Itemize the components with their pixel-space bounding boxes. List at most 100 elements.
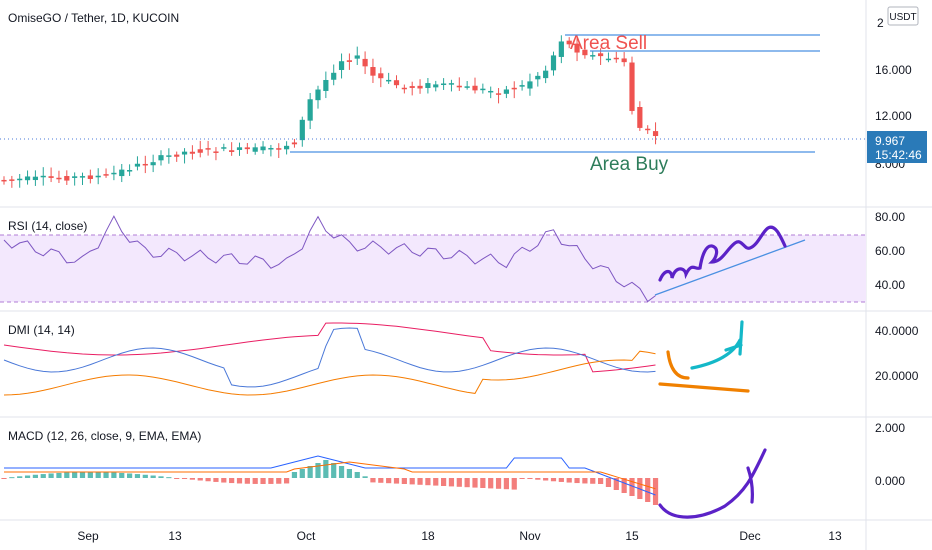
- macd-histogram-bar: [119, 472, 125, 478]
- candle-body: [441, 83, 447, 86]
- currency-button[interactable]: [887, 6, 919, 26]
- macd-histogram-bar: [550, 478, 557, 482]
- candle-body: [566, 40, 572, 45]
- macd-histogram-bar: [315, 463, 321, 478]
- macd-histogram-bar: [24, 475, 31, 478]
- macd-histogram-bar: [598, 478, 604, 484]
- candle-body: [448, 83, 455, 85]
- candle-body: [103, 174, 109, 176]
- rsi-tick-label: 80.00: [875, 210, 905, 224]
- candle-body: [574, 44, 580, 53]
- dmi-tick-label: 20.0000: [875, 369, 919, 383]
- candle-body: [40, 175, 46, 178]
- candle-body: [174, 154, 180, 157]
- candle-body: [276, 148, 282, 150]
- candle-body: [315, 89, 321, 101]
- macd-histogram-bar: [221, 478, 227, 483]
- candle-body: [488, 90, 494, 93]
- candle-body: [150, 162, 156, 166]
- macd-histogram-bar: [645, 478, 651, 502]
- candle-body: [652, 131, 659, 137]
- candle-body: [362, 58, 368, 67]
- macd-histogram-bar: [205, 478, 211, 482]
- candle-body: [354, 55, 360, 59]
- candle-body: [244, 147, 250, 150]
- candle-body: [221, 147, 227, 149]
- dmi-plus-line: [3, 327, 656, 388]
- time-label: Oct: [297, 529, 316, 543]
- macd-histogram-bar: [590, 478, 596, 484]
- candle-body: [32, 176, 38, 181]
- macd-histogram-bar: [519, 478, 525, 479]
- area-sell-label: Area Sell: [570, 33, 647, 54]
- candle-body: [87, 175, 93, 179]
- candle-body: [252, 147, 258, 152]
- macd-histogram-bar: [103, 472, 109, 478]
- macd-histogram-bar: [574, 478, 580, 484]
- dmi-label: DMI (14, 14): [8, 323, 75, 337]
- macd-histogram-bar: [480, 478, 486, 488]
- candle-body: [409, 86, 415, 88]
- macd-histogram-bar: [401, 478, 407, 484]
- candle-body: [417, 85, 423, 89]
- candle-body: [386, 79, 392, 82]
- macd-histogram-bar: [354, 472, 360, 478]
- macd-histogram-bar: [229, 478, 235, 484]
- macd-histogram-bar: [1, 478, 7, 479]
- dmi-tick-label: 40.0000: [875, 324, 919, 338]
- candle-body: [56, 177, 62, 180]
- macd-histogram-bar: [260, 478, 266, 484]
- macd-histogram-bar: [582, 478, 588, 484]
- macd-signal-line: [4, 461, 656, 490]
- candle-body: [95, 175, 101, 178]
- candle-body: [535, 75, 541, 80]
- time-label: 13: [168, 529, 182, 543]
- area-buy-label: Area Buy: [590, 154, 669, 175]
- candle-body: [645, 128, 651, 131]
- macd-tick-label: 2.000: [875, 421, 905, 435]
- candle-body: [464, 86, 470, 88]
- macd-histogram-bar: [87, 472, 93, 478]
- candle-body: [331, 72, 337, 80]
- candle-body: [590, 55, 596, 57]
- candle-body: [323, 79, 329, 91]
- macd-histogram-bar: [17, 476, 23, 478]
- macd-histogram-bar: [9, 477, 15, 479]
- macd-histogram-bar: [189, 478, 195, 480]
- macd-histogram-bar: [362, 476, 368, 478]
- candle-body: [605, 58, 612, 61]
- macd-histogram-bar: [181, 478, 188, 479]
- candle-body: [142, 163, 148, 166]
- candle-body: [307, 99, 313, 121]
- time-label: Nov: [519, 529, 540, 543]
- candle-body: [299, 119, 305, 141]
- candle-body: [401, 87, 407, 90]
- candle-body: [166, 155, 172, 157]
- candle-body: [236, 147, 243, 150]
- candle-body: [456, 85, 462, 88]
- candle-body: [558, 41, 564, 57]
- dmi-minus-line: [3, 350, 656, 396]
- macd-histogram-bar: [370, 478, 376, 483]
- macd-histogram-bar: [378, 478, 384, 483]
- candle-body: [127, 170, 133, 172]
- macd-histogram-bar: [417, 478, 423, 485]
- candle-body: [621, 58, 627, 63]
- price-tick-label: 16.000: [875, 63, 912, 77]
- candle-body: [134, 163, 141, 167]
- candle-body: [17, 178, 23, 181]
- macd-histogram-bar: [299, 469, 305, 478]
- macd-histogram-bar: [150, 475, 156, 478]
- macd-histogram-bar: [276, 478, 282, 484]
- macd-drawing-arrow: [658, 448, 767, 519]
- macd-histogram-bar: [566, 478, 572, 483]
- macd-histogram-bar: [291, 472, 298, 478]
- macd-histogram-bar: [40, 474, 46, 478]
- rsi-label: RSI (14, close): [8, 219, 87, 233]
- macd-histogram-bar: [464, 478, 470, 488]
- macd-histogram-bar: [605, 478, 612, 487]
- macd-histogram-bar: [323, 460, 329, 478]
- rsi-drawing-arrow: [658, 225, 787, 282]
- candle-body: [472, 85, 478, 91]
